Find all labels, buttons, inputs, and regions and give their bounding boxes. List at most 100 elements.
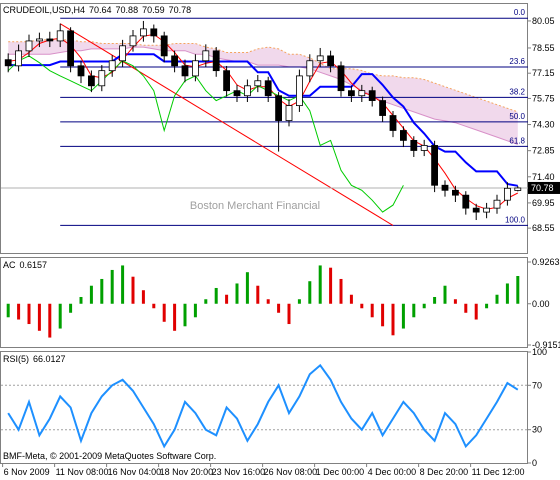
ac-bar (131, 276, 135, 304)
candle-body (108, 60, 116, 72)
candle-body (212, 50, 220, 72)
ac-bar (266, 299, 270, 304)
ac-bar (277, 303, 281, 313)
ac-bar (183, 303, 187, 327)
candle-body (15, 50, 23, 67)
candle-body (368, 90, 376, 101)
candle-body (243, 85, 251, 97)
candle-body (285, 105, 293, 121)
ac-bar (422, 303, 426, 309)
candle-body (181, 65, 189, 77)
ac-bar (162, 303, 166, 322)
candle-body (389, 115, 397, 131)
ac-bar (474, 303, 478, 320)
y-tick-label: 80.05 (532, 16, 555, 26)
ac-bar (297, 299, 301, 304)
header-value: 70.59 (142, 5, 165, 15)
header-value: 70.64 (89, 5, 112, 15)
fib-label: 61.8 (509, 136, 525, 145)
x-tick-label: 16 Nov 04:00 (108, 467, 162, 477)
candle-body (358, 90, 366, 97)
cloud-span-a (8, 39, 518, 113)
ac-bar (6, 303, 10, 318)
y-tick-label: 30 (532, 425, 542, 435)
y-tick-label: 70 (532, 380, 542, 390)
last-price-box (528, 181, 560, 194)
candle-body (129, 35, 137, 47)
candle-body (4, 59, 12, 67)
price-panel (0, 3, 528, 254)
candle-body (431, 145, 439, 186)
candle-body (160, 35, 168, 57)
candle-body (483, 207, 491, 213)
ac-bar (485, 303, 489, 309)
ac-bar (245, 272, 249, 304)
panel-header: AC 0.6157 (3, 260, 47, 270)
y-tick-label: 78.55 (532, 43, 555, 53)
candle-body (202, 50, 210, 62)
fib-label: 50.0 (509, 112, 525, 121)
candle-body (275, 95, 283, 121)
candle-body (399, 130, 407, 141)
y-tick-label: 0 (532, 458, 537, 468)
fib-label: 23.6 (509, 57, 525, 66)
candle-body (295, 75, 303, 107)
ac-bar (370, 303, 374, 318)
y-tick-label: 0.9263 (532, 257, 560, 267)
header-title: CRUDEOIL,USD,H4 (3, 5, 85, 15)
ac-bar (360, 303, 364, 309)
ac-bar (464, 303, 468, 313)
ac-bar (152, 303, 156, 309)
ac-bar (401, 303, 405, 329)
x-tick-label: 26 Nov 08:00 (264, 467, 318, 477)
ac-bar (329, 267, 333, 304)
candle-body (223, 70, 231, 92)
ac-bar (256, 285, 260, 304)
copyright: BMF-Meta, © 2001-2009 MetaQuotes Softwar… (3, 451, 216, 461)
x-tick-label: 1 Dec 00:00 (316, 467, 365, 477)
candle-body (150, 28, 158, 37)
x-tick-label: 6 Nov 2009 (4, 467, 50, 477)
candle-body (441, 184, 449, 191)
watermark: Boston Merchant Financial (190, 200, 320, 212)
header-value: 70.78 (169, 5, 192, 15)
candle-body (410, 139, 418, 151)
ac-bar (141, 290, 145, 304)
ac-bar (505, 283, 509, 304)
ac-bar (37, 303, 41, 331)
ac-bar (308, 281, 312, 304)
candle-body (493, 199, 501, 209)
candle-body (514, 187, 522, 191)
rsi-line (7, 363, 519, 449)
x-tick-label: 23 Nov 16:00 (212, 467, 266, 477)
cloud-span-b (8, 46, 518, 145)
candle-body (171, 55, 179, 67)
candle-body (46, 38, 54, 42)
ac-bar (412, 303, 416, 318)
candle-body (379, 100, 387, 116)
candle-body (56, 30, 64, 42)
ac-bar (339, 278, 343, 304)
header-value: 0.6157 (20, 260, 48, 270)
ac-bar (89, 285, 93, 304)
candle-body (36, 38, 43, 42)
candle-body (420, 145, 428, 151)
candle-body (462, 194, 470, 209)
x-tick-label: 11 Nov 08:00 (56, 467, 109, 477)
ac-bar (193, 303, 197, 318)
ac-bar (516, 276, 520, 304)
ac-bar (235, 283, 239, 304)
ac-bar (58, 303, 62, 329)
candle-body (472, 207, 480, 213)
fib-label: 100.0 (505, 215, 526, 224)
header-value: 66.0127 (33, 354, 66, 364)
header-value: 70.88 (116, 5, 139, 15)
panel-header: CRUDEOIL,USD,H4 70.64 70.88 70.59 70.78 (3, 5, 191, 15)
y-tick-label: 74.30 (532, 120, 555, 130)
candle-body (25, 40, 33, 52)
fib-label: 38.2 (509, 87, 525, 96)
candle-body (337, 65, 345, 92)
ac-bar (204, 299, 208, 304)
candle-body (306, 60, 314, 77)
header-title: AC (3, 260, 16, 270)
